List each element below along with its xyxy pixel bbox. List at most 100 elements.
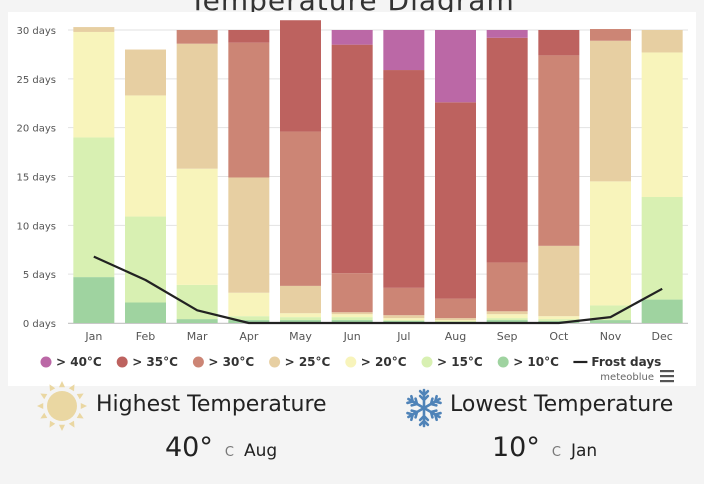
- bar-segment: [280, 20, 321, 132]
- bar-segment: [590, 40, 631, 182]
- bar-segment: [538, 55, 580, 246]
- temperature-chart: 0 days 5 days 10 days 15 days 20 days 25 days…: [8, 12, 696, 386]
- bar-segment: [590, 320, 631, 323]
- snowflake-arm: [422, 394, 442, 410]
- legend-label: Frost days: [591, 355, 661, 369]
- highest-temperature-title: Highest Temperature: [96, 392, 327, 417]
- bar-segment: [590, 305, 631, 321]
- bar-segment: [176, 30, 218, 44]
- y-tick-label: 0 days: [23, 319, 56, 330]
- sun-ray: [68, 420, 75, 428]
- bar-segment: [486, 37, 528, 263]
- legend-item: > 40°C: [40, 355, 102, 369]
- x-tick-label: May: [289, 330, 312, 343]
- bar-segment: [641, 52, 683, 198]
- sun-ray: [76, 393, 84, 400]
- bar-segment: [331, 314, 373, 318]
- frost-days-line: [93, 255, 663, 325]
- bar-segment: [280, 285, 321, 314]
- legend-symbol: [192, 356, 204, 368]
- bar-segment: [486, 320, 528, 323]
- bar-segment: [435, 321, 476, 323]
- legend-symbol: [116, 356, 128, 368]
- sun-ray: [40, 412, 48, 419]
- sun-icon: [37, 381, 87, 431]
- bar-segment: [486, 262, 528, 312]
- legend-label: > 25°C: [285, 355, 331, 369]
- legend-label: > 15°C: [437, 355, 483, 369]
- highest-temperature-block: Highest Temperature 40° C Aug: [0, 381, 352, 484]
- bar-segment: [331, 30, 373, 45]
- x-tick-label: Apr: [239, 330, 259, 343]
- bar-segment: [383, 30, 425, 71]
- bar-segment: [383, 287, 425, 316]
- bar-segment: [331, 320, 373, 323]
- x-tick-label: Nov: [600, 330, 622, 343]
- bar-segment: [331, 273, 373, 313]
- legend-item: > 10°C: [497, 355, 559, 369]
- bar-segment: [435, 102, 476, 299]
- bar-segment: [125, 49, 166, 96]
- temperature-stats: Highest Temperature 40° C Aug Lowest Tempe…: [0, 381, 704, 484]
- legend-label: > 10°C: [513, 355, 559, 369]
- bar-segment: [331, 312, 373, 315]
- bar-segment: [538, 319, 580, 322]
- bar-segment: [641, 299, 683, 323]
- lowest-temperature-block: Lowest Temperature 10° C Jan: [352, 388, 704, 484]
- bar-segment: [486, 311, 528, 315]
- bar-segment: [435, 298, 476, 319]
- sun-ray: [58, 381, 66, 388]
- lowest-temperature-title: Lowest Temperature: [450, 392, 674, 417]
- bar-segment: [383, 315, 425, 319]
- bar-segment: [228, 177, 270, 293]
- legend-symbol: [269, 356, 281, 368]
- bar-segment: [125, 302, 166, 323]
- legend-label: > 30°C: [208, 355, 254, 369]
- highest-temperature-unit: C: [224, 445, 234, 460]
- snowflake-arm: [418, 406, 430, 428]
- x-tick-label: Feb: [136, 330, 155, 343]
- lowest-temperature-month: Jan: [570, 441, 598, 461]
- bar-segment: [590, 181, 631, 306]
- bar-segment: [538, 316, 580, 320]
- bar-segment: [641, 197, 683, 300]
- menu-icon[interactable]: [660, 370, 674, 383]
- legend-item: Frost days: [573, 355, 661, 369]
- bar-segment: [538, 245, 580, 317]
- bar-segment: [73, 31, 115, 138]
- bar-segment: [73, 27, 115, 32]
- legend-item: > 25°C: [269, 355, 331, 369]
- legend-label: > 20°C: [361, 355, 407, 369]
- bar-segment: [228, 30, 270, 43]
- legend-symbol: [345, 356, 357, 368]
- x-tick-label: Sep: [497, 330, 518, 343]
- sun-ray: [49, 420, 56, 428]
- menu-icon-bar: [660, 375, 674, 378]
- bar-segment: [280, 313, 321, 318]
- snowflake-arm: [418, 388, 430, 410]
- bar-segment: [73, 277, 115, 323]
- bar-segment: [228, 42, 270, 178]
- y-tick-label: 5 days: [23, 270, 56, 281]
- y-tick-label: 25 days: [16, 75, 56, 86]
- bar-segment: [331, 317, 373, 321]
- legend-item: > 30°C: [192, 355, 254, 369]
- legend-symbol: [40, 356, 52, 368]
- bar-segment: [641, 30, 683, 53]
- bar-segment: [486, 318, 528, 321]
- bar-segment: [228, 316, 270, 321]
- bar-segment: [383, 320, 425, 322]
- x-tick-label: Jan: [84, 330, 102, 343]
- bar-segment: [176, 319, 218, 323]
- y-tick-label: 10 days: [16, 221, 56, 232]
- legend-item: > 15°C: [421, 355, 483, 369]
- snowflake-icon: [406, 388, 442, 428]
- bar-segment: [176, 168, 218, 285]
- x-tick-label: Dec: [652, 330, 673, 343]
- bar-segment: [538, 30, 580, 56]
- legend-item: > 35°C: [116, 355, 178, 369]
- sun-ray: [76, 412, 84, 419]
- y-tick-label: 30 days: [16, 26, 56, 37]
- snowflake-arm: [422, 406, 442, 422]
- x-tick-label: Aug: [445, 330, 466, 343]
